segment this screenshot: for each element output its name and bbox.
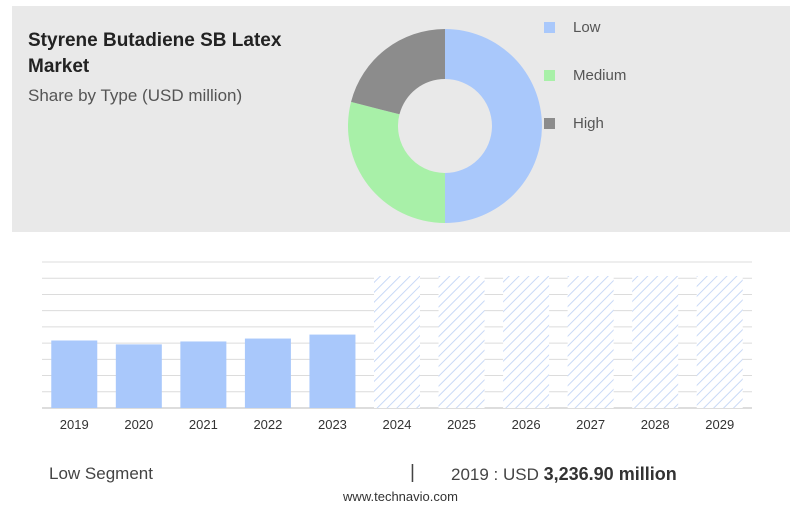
donut-chart (348, 29, 542, 223)
segment-label: Low Segment (49, 464, 153, 483)
forecast-bar-2027 (567, 276, 614, 408)
legend-swatch-low (544, 21, 555, 33)
x-tick-2019: 2019 (60, 417, 89, 432)
x-tick-2020: 2020 (124, 417, 153, 432)
bar-2020 (115, 344, 162, 408)
legend-label-medium: Medium (573, 66, 627, 84)
x-tick-2022: 2022 (253, 417, 282, 432)
bar-2023 (309, 334, 356, 408)
segment-value: 2019 : USD 3,236.90 million (451, 464, 677, 485)
forecast-bar-2028 (632, 276, 679, 408)
legend: Low Medium High (544, 15, 626, 159)
x-tick-2028: 2028 (641, 417, 670, 432)
legend-item-high: High (544, 111, 626, 135)
chart-subtitle: Share by Type (USD million) (28, 86, 243, 105)
legend-label-low: Low (573, 18, 601, 36)
donut-slice-medium (348, 101, 445, 223)
x-tick-2025: 2025 (447, 417, 476, 432)
legend-swatch-high (544, 117, 555, 129)
donut-slice-high (351, 29, 445, 115)
forecast-bar-2024 (374, 276, 420, 408)
forecast-bar-2026 (503, 276, 550, 408)
legend-label-high: High (573, 114, 604, 132)
x-tick-2029: 2029 (705, 417, 734, 432)
segment-year-prefix: 2019 : USD (451, 465, 539, 484)
forecast-bar-2025 (438, 276, 485, 408)
chart-title: Styrene Butadiene SB Latex Market (28, 30, 282, 77)
x-tick-2021: 2021 (189, 417, 218, 432)
bar-chart: 2019 2020 2021 2022 2023 2024 2025 2026 2027 2028… (42, 261, 752, 432)
bar-2021 (180, 341, 227, 408)
segment-value-amount: 3,236.90 million (543, 464, 677, 484)
forecast-bar-2029 (696, 276, 743, 408)
legend-item-medium: Medium (544, 63, 626, 87)
legend-swatch-medium (544, 69, 555, 81)
footer-separator: | (410, 462, 415, 483)
source-link[interactable]: www.technavio.com (343, 489, 458, 504)
bar-2022 (244, 338, 291, 408)
x-tick-2027: 2027 (576, 417, 605, 432)
legend-item-low: Low (544, 15, 626, 39)
bar-2019 (51, 340, 98, 408)
x-tick-2026: 2026 (512, 417, 541, 432)
donut-slice-low (445, 29, 542, 223)
x-tick-2024: 2024 (383, 417, 412, 432)
x-tick-2023: 2023 (318, 417, 347, 432)
